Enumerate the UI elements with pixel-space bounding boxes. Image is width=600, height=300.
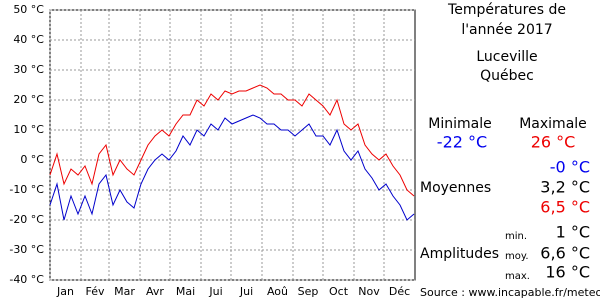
amp-max: 16 °C	[545, 263, 590, 282]
amp-min: 1 °C	[556, 223, 590, 242]
min-value: -22 °C	[437, 133, 487, 152]
y-tick-label: -40 °C	[9, 273, 44, 286]
source: Source : www.incapable.fr/meteo	[420, 286, 600, 299]
title: Températures de	[447, 2, 566, 18]
label: moy.	[505, 251, 529, 262]
label: max.	[505, 271, 530, 282]
series-line	[49, 114, 415, 221]
label: Moyennes	[420, 180, 491, 196]
x-tick-label: Mar	[114, 285, 135, 298]
y-tick-label: 40 °C	[13, 33, 44, 46]
mean-max: 6,5 °C	[540, 198, 590, 217]
y-tick-label: -10 °C	[9, 183, 44, 196]
title: l'année 2017	[461, 22, 552, 38]
x-tick-label: Jui	[208, 285, 222, 298]
mean-avg: 3,2 °C	[540, 178, 590, 197]
x-tick-label: Aoû	[267, 285, 288, 298]
city: Luceville	[476, 49, 537, 65]
y-tick-label: 10 °C	[13, 123, 44, 136]
x-tick-label: Avr	[146, 285, 164, 298]
y-tick-label: -30 °C	[9, 243, 44, 256]
plot-frame	[49, 9, 416, 281]
label: Maximale	[519, 116, 587, 132]
region: Québec	[480, 68, 534, 84]
x-tick-label: Jan	[56, 285, 74, 298]
label: Minimale	[428, 116, 491, 132]
y-tick-label: 20 °C	[13, 93, 44, 106]
x-tick-label: Déc	[389, 285, 410, 298]
x-tick-label: Fév	[85, 285, 104, 298]
amp-avg: 6,6 °C	[540, 244, 590, 263]
x-tick-label: Nov	[358, 285, 380, 298]
y-tick-label: 30 °C	[13, 63, 44, 76]
mean-min: -0 °C	[550, 158, 590, 177]
x-tick-label: Mai	[176, 285, 195, 298]
x-tick-label: Sep	[298, 285, 319, 298]
label: min.	[505, 231, 527, 242]
max-value: 26 °C	[531, 133, 576, 152]
y-tick-label: -20 °C	[9, 213, 44, 226]
y-tick-label: 0 °C	[20, 153, 44, 166]
label: Amplitudes	[420, 246, 499, 262]
series-line	[49, 84, 415, 197]
y-tick-label: 50 °C	[13, 3, 44, 16]
x-tick-label: Oct	[329, 285, 349, 298]
x-tick-label: Jui	[239, 285, 253, 298]
